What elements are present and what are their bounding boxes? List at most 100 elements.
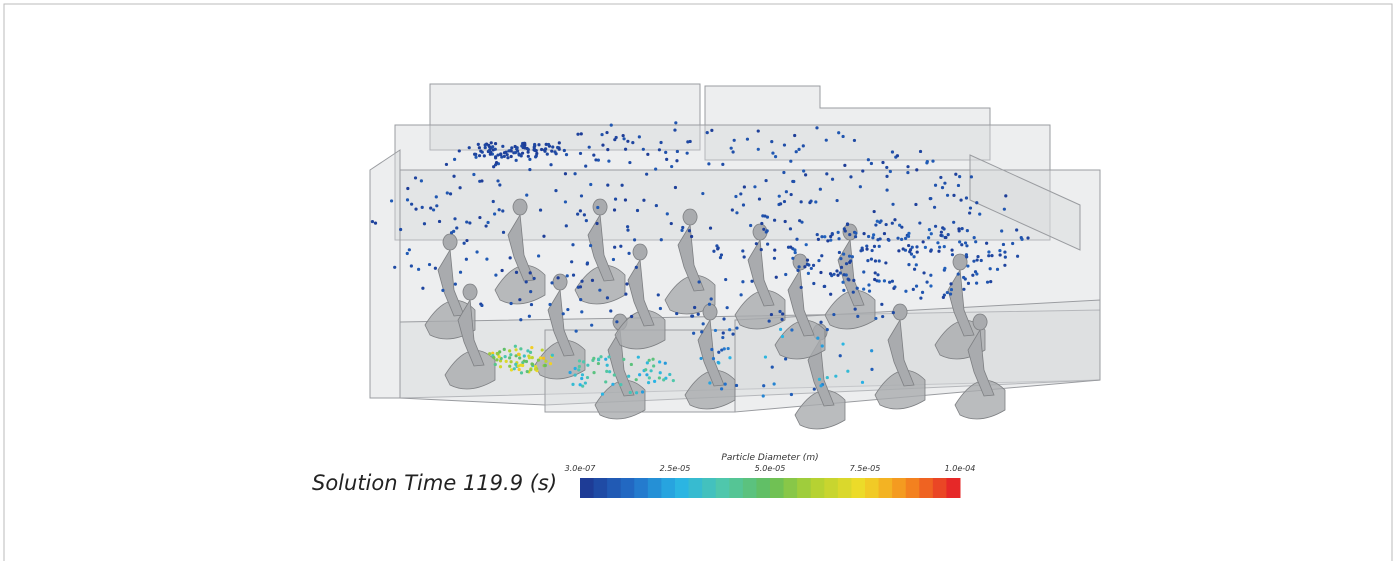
colorbar-title: Particle Diameter (m) — [721, 453, 818, 463]
particle — [832, 273, 835, 276]
colorbar-segment — [634, 478, 648, 498]
particle — [613, 246, 616, 249]
particle — [608, 370, 611, 373]
particle — [842, 273, 845, 276]
particle — [874, 223, 877, 226]
particle — [720, 387, 723, 390]
colorbar-segment — [838, 478, 852, 498]
particle — [627, 252, 630, 255]
particle — [884, 261, 887, 264]
particle — [622, 134, 625, 137]
particle — [862, 270, 865, 273]
particle — [836, 274, 839, 277]
particle — [564, 172, 567, 175]
particle — [513, 367, 516, 370]
particle — [916, 250, 919, 253]
particle — [996, 268, 999, 271]
particle — [952, 194, 955, 197]
particle — [896, 154, 899, 157]
particle — [628, 161, 631, 164]
particle — [533, 277, 536, 280]
particle — [724, 382, 727, 385]
particle — [865, 248, 868, 251]
particle — [816, 233, 819, 236]
particle — [838, 251, 841, 254]
particle — [577, 368, 580, 371]
particle — [770, 313, 773, 316]
particle — [515, 159, 518, 162]
particle — [757, 129, 760, 132]
particle — [749, 224, 752, 227]
particle — [783, 200, 786, 203]
particle — [432, 208, 435, 211]
particle — [739, 192, 742, 195]
colorbar-segment — [919, 478, 933, 498]
particle — [612, 258, 615, 261]
particle — [947, 233, 950, 236]
particle — [446, 191, 449, 194]
particle — [510, 146, 513, 149]
particle — [1004, 256, 1007, 259]
particle — [826, 328, 829, 331]
particle — [760, 222, 763, 225]
particle — [495, 161, 498, 164]
particle — [1003, 251, 1006, 254]
particle — [874, 259, 877, 262]
particle — [989, 280, 992, 283]
particle — [826, 376, 829, 379]
solution-time: Solution Time 119.9 (s) — [312, 471, 557, 495]
particle — [825, 139, 828, 142]
particle — [653, 380, 656, 383]
particle — [843, 164, 846, 167]
particle — [851, 255, 854, 258]
particle — [949, 282, 952, 285]
particle — [934, 184, 937, 187]
particle — [892, 311, 895, 314]
colorbar-segment — [946, 478, 960, 498]
particle — [675, 312, 678, 315]
particle — [721, 336, 724, 339]
particle — [819, 384, 822, 387]
particle — [484, 224, 487, 227]
particle — [712, 250, 715, 253]
particle — [1015, 228, 1018, 231]
particle — [429, 206, 432, 209]
colorbar-segment — [933, 478, 947, 498]
particle — [784, 273, 787, 276]
particle — [458, 149, 461, 152]
particle — [518, 368, 521, 371]
particle — [962, 288, 965, 291]
particle — [815, 126, 818, 129]
particle — [770, 140, 773, 143]
particle — [965, 244, 968, 247]
colorbar-segment — [906, 478, 920, 498]
particle — [829, 239, 832, 242]
particle — [848, 233, 851, 236]
particle — [551, 354, 554, 357]
particle — [873, 210, 876, 213]
particle — [702, 322, 705, 325]
particle — [584, 381, 587, 384]
particle — [527, 354, 530, 357]
particle — [762, 394, 765, 397]
particle — [562, 312, 565, 315]
particle — [778, 195, 781, 198]
particle — [502, 231, 505, 234]
particle — [952, 221, 955, 224]
particle — [733, 139, 736, 142]
particle — [708, 303, 711, 306]
particle — [987, 250, 990, 253]
particle — [592, 371, 595, 374]
particle — [735, 326, 738, 329]
particle — [790, 328, 793, 331]
particle — [714, 329, 717, 332]
particle — [819, 271, 822, 274]
particle — [859, 185, 862, 188]
colorbar-segment — [594, 478, 608, 498]
particle — [518, 356, 521, 359]
particle — [453, 217, 456, 220]
particle — [633, 238, 636, 241]
particle — [519, 318, 522, 321]
particle — [644, 368, 647, 371]
particle — [907, 235, 910, 238]
